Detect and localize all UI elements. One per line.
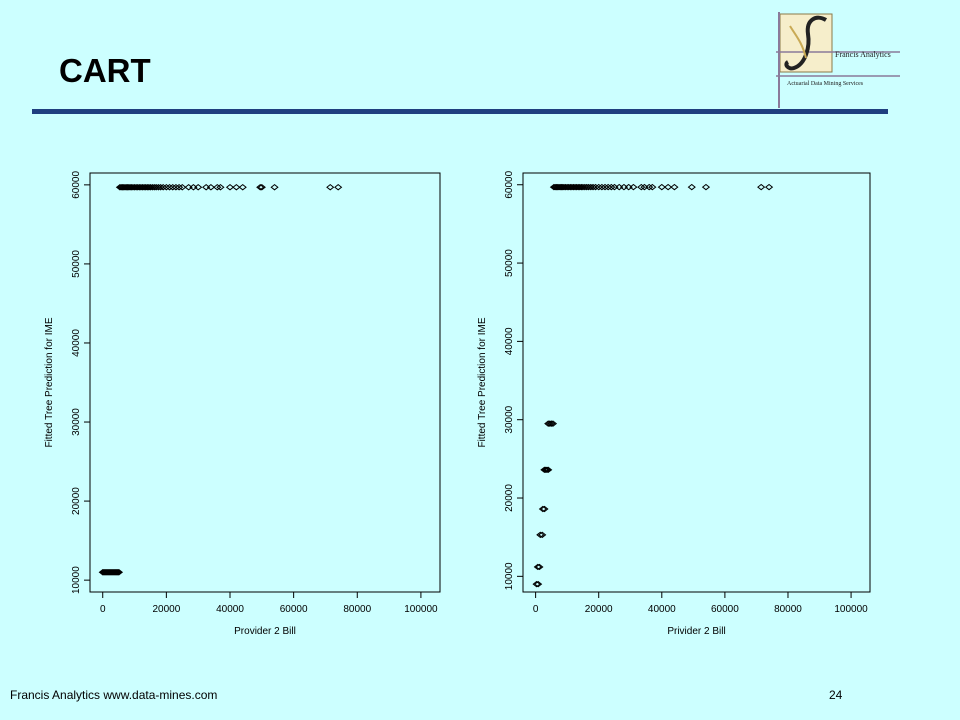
data-point [112, 568, 122, 576]
data-point [146, 183, 155, 191]
data-point [536, 531, 545, 539]
x-tick-label: 20000 [585, 604, 613, 615]
data-point [578, 183, 588, 191]
data-point [548, 420, 558, 427]
logo-mark-icon [776, 12, 900, 108]
y-tick-label: 40000 [71, 329, 82, 357]
data-point [615, 183, 624, 191]
title-rule [32, 109, 888, 114]
data-point [110, 568, 119, 576]
data-point [538, 505, 547, 513]
y-axis-label: Fitted Tree Prediction for IME [44, 317, 55, 447]
data-point [757, 183, 766, 191]
data-point [547, 420, 556, 427]
footer-source: Francis Analytics www.data-mines.com [10, 688, 218, 702]
y-tick-label: 20000 [71, 487, 82, 515]
data-point [670, 183, 679, 191]
x-axis-label: Privider 2 Bill [667, 626, 725, 637]
data-point [544, 466, 553, 474]
data-point [541, 466, 550, 474]
x-tick-label: 80000 [343, 604, 371, 615]
y-tick-label: 20000 [504, 484, 515, 512]
data-point [334, 183, 343, 191]
data-point [701, 183, 711, 191]
data-point [111, 568, 120, 576]
data-point [586, 183, 595, 191]
x-tick-label: 0 [533, 604, 539, 615]
plot-frame [89, 172, 441, 593]
y-tick-label: 30000 [71, 408, 82, 436]
data-point [174, 183, 184, 191]
data-point [624, 183, 633, 191]
data-point [534, 580, 543, 588]
data-point [545, 420, 554, 427]
data-point [764, 183, 774, 191]
data-point [109, 568, 118, 576]
data-point [238, 183, 247, 191]
data-point [194, 183, 203, 191]
y-tick-label: 10000 [504, 562, 515, 590]
data-point [213, 183, 222, 191]
data-point [156, 183, 165, 191]
data-point [544, 420, 553, 427]
x-tick-label: 60000 [280, 604, 308, 615]
data-point [257, 183, 266, 191]
data-point [640, 183, 649, 191]
data-point [326, 183, 335, 191]
data-point [114, 568, 124, 576]
francis-analytics-logo [776, 12, 900, 108]
data-point [607, 183, 616, 191]
data-point [540, 466, 549, 474]
logo-tagline: Actuarial Data Mining Services [787, 81, 864, 87]
x-tick-label: 100000 [834, 604, 868, 615]
data-point [687, 183, 696, 191]
y-tick-label: 50000 [71, 250, 82, 278]
data-point [629, 183, 638, 191]
page-number: 24 [829, 688, 843, 702]
data-point [270, 183, 279, 191]
y-tick-label: 60000 [504, 170, 515, 198]
x-tick-label: 40000 [216, 604, 244, 615]
data-point [113, 568, 123, 576]
data-point [648, 183, 657, 191]
y-tick-label: 60000 [71, 171, 82, 199]
plot-frame [522, 172, 871, 593]
data-point [111, 568, 121, 576]
data-point [538, 531, 547, 539]
data-point [540, 505, 549, 513]
x-axis-label: Provider 2 Bill [234, 626, 296, 637]
y-tick-label: 40000 [504, 327, 515, 355]
data-point [619, 183, 629, 191]
x-tick-label: 100000 [404, 604, 438, 615]
x-tick-label: 20000 [152, 604, 180, 615]
y-tick-label: 30000 [504, 405, 515, 433]
y-tick-label: 50000 [504, 249, 515, 277]
data-point [645, 183, 654, 191]
data-point [154, 183, 163, 191]
data-point [637, 183, 646, 191]
data-point [532, 580, 541, 588]
data-point [542, 466, 552, 474]
data-point [189, 183, 198, 191]
data-point [535, 563, 544, 571]
data-point [216, 183, 225, 191]
x-tick-label: 0 [100, 604, 106, 615]
data-point [256, 183, 265, 191]
data-point [610, 183, 619, 191]
data-point [533, 563, 542, 571]
data-point [202, 183, 211, 191]
data-point [184, 183, 193, 191]
y-axis-label: Fitted Tree Prediction for IME [477, 317, 488, 447]
data-point [588, 183, 598, 191]
slide-title: CART [59, 52, 151, 89]
logo-name: Francis Analytics [835, 50, 891, 59]
x-tick-label: 40000 [648, 604, 676, 615]
x-tick-label: 80000 [774, 604, 802, 615]
y-tick-label: 10000 [71, 566, 82, 594]
x-tick-label: 60000 [711, 604, 739, 615]
